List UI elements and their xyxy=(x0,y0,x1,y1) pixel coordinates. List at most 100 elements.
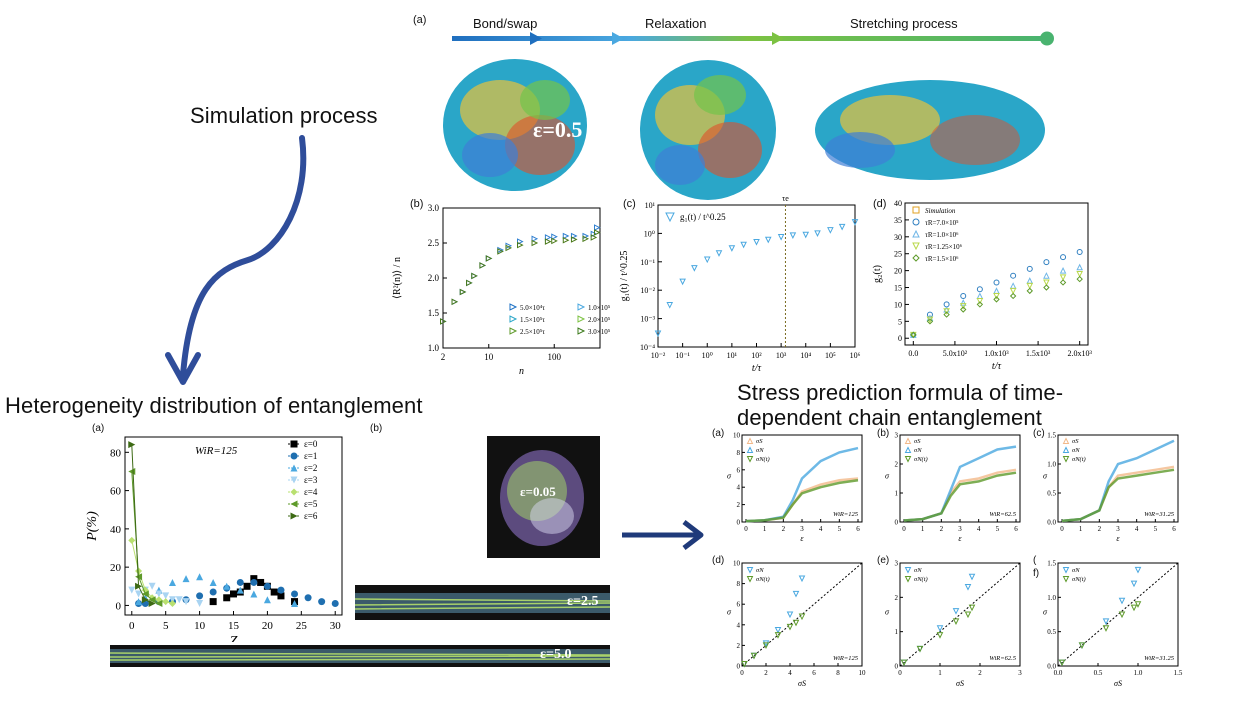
chart-stress-bottom-ytick-label: 3 xyxy=(895,560,899,568)
chart-h-point xyxy=(209,578,217,586)
chart-b-point xyxy=(531,239,539,247)
chart-stress-bottom-xtick-label: 4 xyxy=(788,669,792,677)
chart-b-point xyxy=(562,232,570,240)
chart-d-legend-label: τR=1.25×10⁶ xyxy=(925,243,963,251)
chart-c-legend-marker xyxy=(665,212,675,223)
chart-h-point xyxy=(135,598,143,606)
chart-stress-top-xtick-label: 5 xyxy=(996,525,1000,533)
chart-stress-bottom-ytick-label: 4 xyxy=(737,621,741,629)
chart-d-xtick-label: 5.0x10² xyxy=(943,349,968,358)
chart-h-point xyxy=(270,588,278,596)
chart-d-point xyxy=(943,308,950,315)
panel-label-s-f: f) xyxy=(1033,568,1040,579)
chart-d-ytick-label: 30 xyxy=(894,233,902,242)
chart-g2: 0 5 10 15 20 25 30 35 40 0.0 5.0x10² 1.0x10³ 1.5x10³… xyxy=(872,200,1092,372)
chart-b-ytick-label: 2.5 xyxy=(428,238,440,248)
chart-d-xtick-label: 0.0 xyxy=(908,349,918,358)
chart-h-xtick-label: 15 xyxy=(228,620,240,632)
chart-stress-bottom-point xyxy=(964,611,972,619)
chart-stress-top-legend-label: σS xyxy=(914,438,921,445)
chart-b-point xyxy=(594,229,601,236)
chart-b-legend-label: 2.0×10⁵τ xyxy=(588,316,610,324)
chart-h-xtick-label: 30 xyxy=(330,620,342,632)
chart-h-point xyxy=(250,578,258,586)
chart-stress-top-legend-marker xyxy=(904,456,912,463)
chart-stress-bottom-point xyxy=(774,626,782,634)
chart-b-legend-label: 1.0×10⁵τ xyxy=(588,304,610,312)
section-title-heterogeneity: Heterogeneity distribution of entangleme… xyxy=(5,393,423,418)
chart-h-point xyxy=(196,573,204,581)
snapshot-e25: ε=2.5 xyxy=(354,585,611,620)
chart-stress-bottom-point xyxy=(968,573,976,581)
chart-c-point xyxy=(715,250,723,257)
chart-stress-top-xtick-label: 2 xyxy=(782,525,786,533)
chart-d-ytick-label: 40 xyxy=(894,200,902,208)
chart-stress-bottom-ytick-label: 0 xyxy=(895,663,899,671)
chart-d-legend-marker xyxy=(912,218,920,226)
chart-h-note: WiR=125 xyxy=(195,445,238,457)
chart-stress-bottom-point xyxy=(750,652,758,660)
chart-h-ytick-label: 40 xyxy=(110,524,122,536)
chart-h-point xyxy=(182,598,190,606)
chart-stress-bottom-ytick-label: 0.5 xyxy=(1047,628,1056,636)
chart-h-point xyxy=(168,596,176,604)
chart-stress-bottom-point xyxy=(1134,566,1142,574)
strain-label-stretch: ε=0.5 xyxy=(533,117,583,142)
chart-c-point xyxy=(851,219,859,226)
chart-d-legend-label: τR=1.5×10⁶ xyxy=(925,255,959,263)
panel-label-b: (b) xyxy=(410,198,424,210)
chart-stress-top-legend-marker xyxy=(904,437,912,444)
chart-b-point xyxy=(570,232,578,240)
chart-h-point xyxy=(155,600,163,608)
chart-h-legend-marker xyxy=(290,452,298,460)
chart-d-point xyxy=(976,298,984,305)
polymer-blob-relaxation xyxy=(640,60,776,200)
chart-c-ylabel: g₁(t) / t^0.25 xyxy=(619,251,630,302)
chart-stress-bottom-point xyxy=(1130,580,1138,588)
chart-d-point xyxy=(1059,279,1067,286)
chart-b-point xyxy=(590,234,598,241)
chart-h-point xyxy=(128,536,136,544)
chart-h-point xyxy=(209,598,217,606)
chart-stress-top-note: WiR=62.5 xyxy=(989,511,1016,518)
chart-h-legend-label: ε=4 xyxy=(304,487,318,497)
chart-stress-bottom-point xyxy=(762,642,770,650)
chart-d-point xyxy=(1059,274,1067,281)
snapshot-e50: ε=5.0 xyxy=(109,645,611,667)
chart-stress-bottom-point xyxy=(936,625,944,632)
process-panel-label: (a) xyxy=(413,14,427,26)
chart-stress-top-legend-marker xyxy=(904,446,912,453)
chart-d-ytick-label: 15 xyxy=(894,284,902,293)
chart-b-point xyxy=(471,272,478,280)
chart-h-point xyxy=(230,590,237,598)
chart-d-point xyxy=(1026,287,1033,295)
panel-label-h-b: (b) xyxy=(370,423,383,434)
chart-b-point xyxy=(562,236,570,244)
chart-d-point xyxy=(1010,272,1017,279)
chart-stress-top-xtick-label: 3 xyxy=(800,525,804,533)
chart-stress-top-xtick-label: 1 xyxy=(1079,525,1083,533)
chart-stress-bottom-legend-label: σN xyxy=(914,567,922,574)
chart-d-ytick-label: 10 xyxy=(894,300,902,309)
chart-stress-f: 0.00.0 0.5 0.5 1.0 1.0 1.5 1.5 σS σ WiR=31.25 σN σN… xyxy=(1043,560,1183,689)
chart-stress-top-xtick-label: 0 xyxy=(902,525,906,533)
chart-stress-bottom-legend-marker xyxy=(746,567,754,574)
chart-stress-top-xlabel: ε xyxy=(800,534,804,543)
chart-stress-top-legend-label: σN xyxy=(1072,447,1080,454)
chart-stress-top-xtick-label: 4 xyxy=(977,525,981,533)
chart-stress-bottom-point xyxy=(964,584,972,591)
chart-stress-top-ylabel: σ xyxy=(885,472,890,481)
chart-d-point xyxy=(1076,249,1083,256)
chart-b-point xyxy=(531,235,539,243)
step-label-relaxation: Relaxation xyxy=(645,16,707,31)
chart-stress-bottom-note: WiR=62.5 xyxy=(989,655,1016,662)
chart-d-point xyxy=(1043,284,1050,291)
chart-h-point xyxy=(209,588,217,596)
chart-h-point xyxy=(162,598,170,606)
chart-b-legend-label: 3.0×10⁵τ xyxy=(588,328,610,336)
chart-stress-bottom-xtick-label: 2 xyxy=(978,669,982,677)
chart-stress-top-legend-marker xyxy=(1062,456,1070,463)
chart-d-xtick-label: 1.0x10³ xyxy=(984,349,1009,358)
chart-b-point xyxy=(459,288,467,296)
chart-stress-bottom-ytick-label: 2 xyxy=(737,642,741,650)
